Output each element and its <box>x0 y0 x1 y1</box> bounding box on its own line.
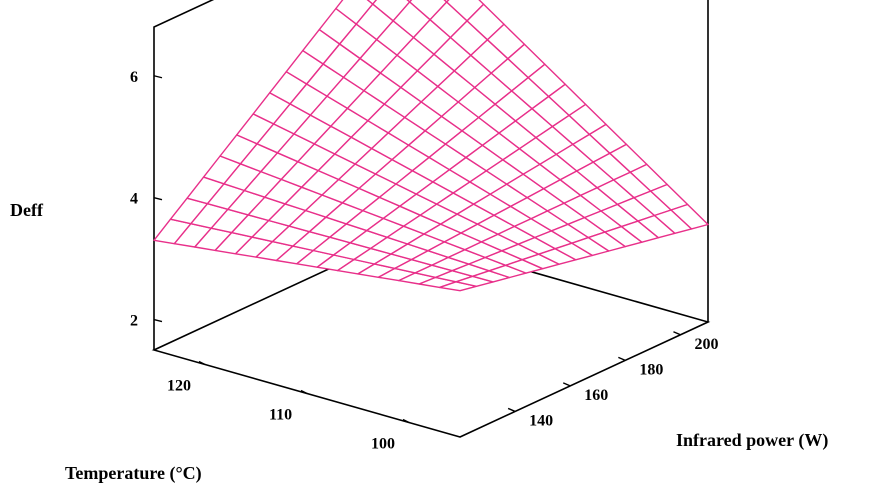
y-tick-label: 180 <box>639 361 663 378</box>
x-tick <box>198 360 206 366</box>
y-axis-title: Infrared power (W) <box>676 430 828 451</box>
y-tick <box>618 356 626 361</box>
z-tick-label: 6 <box>130 69 138 86</box>
x-tick <box>402 418 410 424</box>
x-tick-label: 120 <box>167 378 191 395</box>
z-axis-title: Deff <box>10 200 44 220</box>
surface-cell <box>366 0 378 5</box>
y-tick-label: 200 <box>694 336 718 353</box>
z-tick <box>153 75 163 79</box>
y-tick <box>507 407 516 413</box>
z-tick <box>153 196 163 201</box>
y-tick <box>562 382 571 387</box>
tick-labels: 2 4 6 100 110 120 140 160 180 200 <box>130 69 718 453</box>
back-right-wall <box>707 0 709 322</box>
x-tick-label: 110 <box>269 407 292 424</box>
x-tick-label: 100 <box>371 436 395 453</box>
surface-cell <box>670 203 709 230</box>
tick-marks <box>153 75 681 424</box>
response-surface <box>153 0 709 292</box>
z-tick-label: 2 <box>130 313 138 330</box>
y-tick <box>673 331 681 336</box>
z-tick-label: 4 <box>130 191 138 208</box>
y-tick-label: 160 <box>584 387 608 404</box>
x-tick <box>300 389 308 395</box>
x-axis-title: Temperature (°C) <box>65 463 202 484</box>
z-tick <box>153 318 163 323</box>
y-tick-label: 140 <box>529 412 553 429</box>
